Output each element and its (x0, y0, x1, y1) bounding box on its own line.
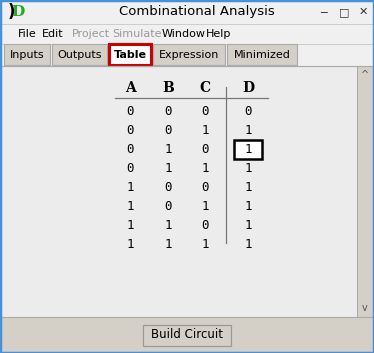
Bar (1, 1, 373, 24)
Text: 1: 1 (201, 200, 209, 213)
Bar (143, 324, 231, 346)
Text: 1: 1 (244, 181, 252, 194)
Text: 0: 0 (126, 124, 134, 137)
Text: Window: Window (162, 29, 206, 39)
Text: v: v (362, 303, 368, 313)
Text: 0: 0 (164, 181, 172, 194)
Text: ✕: ✕ (358, 7, 368, 17)
Text: ): ) (7, 3, 15, 21)
Text: Help: Help (206, 29, 232, 39)
Text: 1: 1 (126, 200, 134, 213)
Text: 0: 0 (164, 200, 172, 213)
Text: Minimized: Minimized (233, 49, 291, 60)
Text: 0: 0 (164, 105, 172, 118)
Text: Edit: Edit (42, 29, 64, 39)
Text: 1: 1 (164, 238, 172, 251)
Text: 0: 0 (244, 105, 252, 118)
Text: 0: 0 (126, 105, 134, 118)
Text: 1: 1 (164, 162, 172, 175)
Text: 0: 0 (126, 143, 134, 156)
Text: A: A (125, 81, 135, 95)
Bar (52, 44, 107, 65)
Text: 1: 1 (126, 219, 134, 232)
Text: 1: 1 (244, 143, 252, 156)
Text: 0: 0 (201, 143, 209, 156)
Bar (1, 24, 373, 44)
Text: Outputs: Outputs (57, 49, 102, 60)
Text: 0: 0 (201, 105, 209, 118)
Bar (234, 139, 262, 158)
Bar (227, 44, 297, 65)
Text: 1: 1 (126, 181, 134, 194)
Text: ^: ^ (361, 70, 369, 80)
Text: 1: 1 (201, 238, 209, 251)
Text: Combinational Analysis: Combinational Analysis (119, 6, 275, 18)
Text: 0: 0 (201, 181, 209, 194)
Bar (357, 66, 373, 317)
Text: C: C (199, 81, 211, 95)
Bar (1, 44, 373, 66)
Text: Table: Table (113, 49, 147, 60)
Text: 1: 1 (244, 219, 252, 232)
Bar (109, 44, 151, 65)
Text: 1: 1 (244, 162, 252, 175)
Text: 0: 0 (126, 162, 134, 175)
Text: 1: 1 (201, 162, 209, 175)
Text: 1: 1 (244, 200, 252, 213)
Text: 1: 1 (164, 219, 172, 232)
Text: D: D (11, 5, 25, 19)
Text: B: B (162, 81, 174, 95)
Text: Expression: Expression (159, 49, 219, 60)
Text: Build Circuit: Build Circuit (151, 329, 223, 341)
Text: 0: 0 (201, 219, 209, 232)
Text: Project: Project (72, 29, 110, 39)
Text: File: File (18, 29, 37, 39)
Text: 1: 1 (164, 143, 172, 156)
Text: ─: ─ (321, 7, 327, 17)
Text: 1: 1 (244, 124, 252, 137)
Text: □: □ (339, 7, 349, 17)
Text: Simulate: Simulate (112, 29, 162, 39)
Bar (1, 317, 373, 352)
Bar (4, 44, 50, 65)
Bar (1, 66, 373, 317)
Text: Inputs: Inputs (10, 49, 44, 60)
Text: 1: 1 (201, 124, 209, 137)
Bar (1, 66, 357, 317)
Bar (153, 44, 225, 65)
Text: 0: 0 (164, 124, 172, 137)
Text: 1: 1 (126, 238, 134, 251)
Text: D: D (242, 81, 254, 95)
Text: 1: 1 (244, 238, 252, 251)
